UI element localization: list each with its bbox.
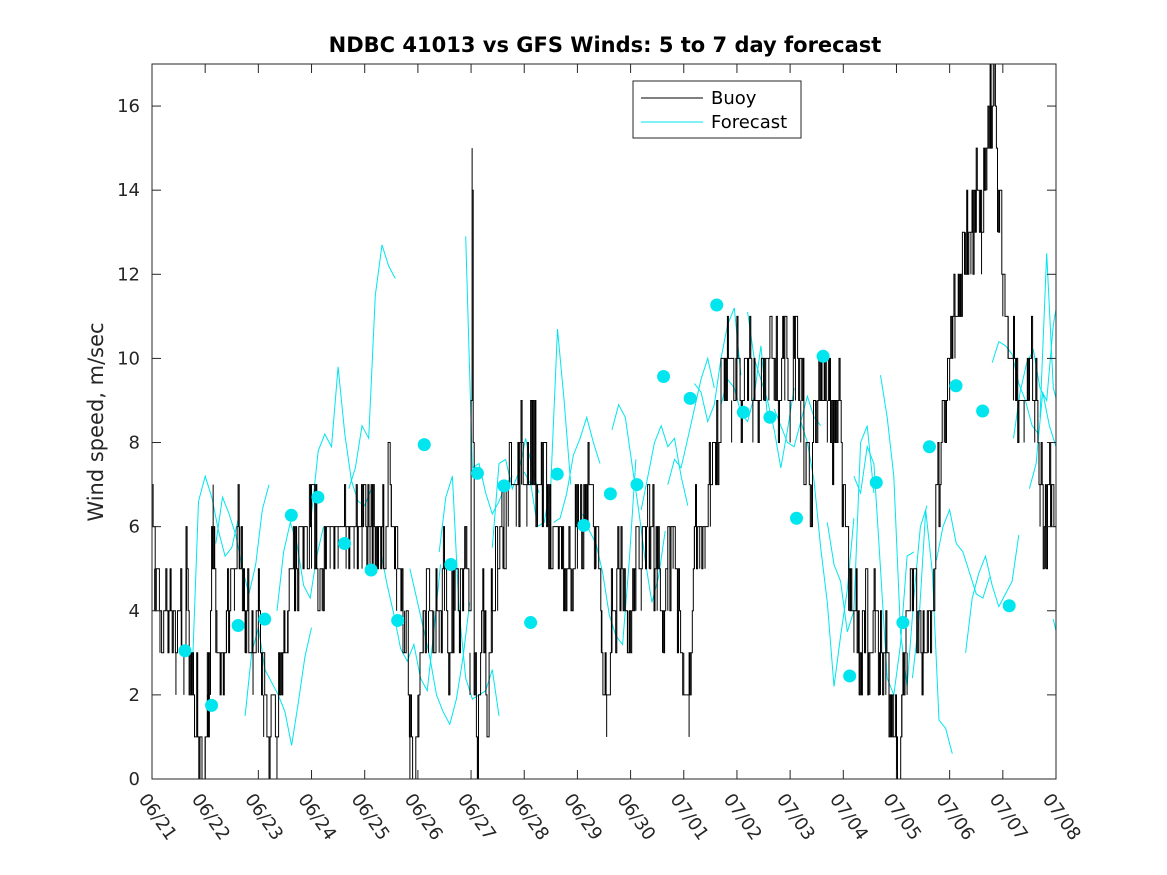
forecast-series-line — [611, 403, 666, 603]
y-tick-label: 2 — [129, 685, 140, 706]
forecast-marker — [311, 490, 325, 504]
forecast-marker — [178, 644, 192, 658]
forecast-marker — [364, 563, 378, 577]
forecast-marker — [843, 669, 857, 683]
y-axis-title: Wind speed, m/sec — [84, 322, 108, 521]
forecast-marker — [763, 410, 777, 424]
forecast-series-line — [553, 415, 601, 523]
forecast-series-line — [1013, 306, 1056, 439]
forecast-series-line — [1028, 392, 1056, 489]
forecast-marker — [736, 405, 750, 419]
forecast-series-line — [582, 459, 637, 646]
forecast-series-line — [191, 474, 239, 683]
forecast-marker — [391, 613, 405, 627]
forecast-marker — [524, 616, 538, 630]
forecast-marker — [896, 616, 910, 630]
legend-box — [632, 80, 802, 139]
forecast-marker — [657, 369, 671, 383]
forecast-series-line — [694, 307, 742, 424]
forecast-marker — [417, 438, 431, 452]
forecast-series-line — [667, 356, 715, 485]
forecast-marker — [258, 612, 272, 626]
buoy-series-line — [152, 64, 1056, 779]
forecast-marker — [577, 518, 591, 532]
plot-area — [152, 64, 1056, 779]
forecast-marker — [789, 511, 803, 525]
y-tick-label: 6 — [129, 517, 140, 538]
y-tick-label: 16 — [117, 96, 140, 117]
forecast-marker — [710, 298, 724, 312]
forecast-series-line — [640, 424, 689, 510]
forecast-marker — [205, 698, 219, 712]
forecast-series-line — [348, 244, 396, 489]
forecast-marker — [816, 349, 830, 363]
forecast-marker — [497, 479, 511, 493]
y-tick-label: 14 — [117, 180, 140, 201]
y-tick-label: 8 — [129, 433, 140, 454]
forecast-marker — [949, 379, 963, 393]
y-tick-label: 12 — [117, 264, 140, 285]
legend-label-buoy: Buoy — [711, 88, 757, 109]
legend: Buoy Forecast — [632, 80, 802, 139]
axes-box — [151, 63, 1057, 780]
forecast-marker — [284, 508, 298, 522]
forecast-marker — [231, 618, 245, 632]
forecast-series-line — [935, 508, 990, 599]
forecast-marker — [869, 475, 883, 489]
y-tick-label: 10 — [117, 348, 140, 369]
forecast-marker — [976, 404, 990, 418]
plot-clip-group — [152, 64, 1056, 779]
forecast-series-line — [965, 535, 1020, 653]
forecast-series-line — [853, 444, 915, 697]
chart-title: NDBC 41013 vs GFS Winds: 5 to 7 day fore… — [329, 33, 882, 57]
forecast-series-line — [1039, 253, 1056, 418]
forecast-marker — [603, 487, 617, 501]
forecast-marker — [683, 391, 697, 405]
legend-label-forecast: Forecast — [711, 112, 787, 133]
forecast-marker — [1002, 599, 1016, 613]
forecast-marker — [630, 478, 644, 492]
y-tick-label: 4 — [129, 601, 140, 622]
forecast-series-line — [409, 568, 471, 726]
forecast-marker — [922, 440, 936, 454]
forecast-marker — [550, 467, 564, 481]
forecast-marker — [337, 536, 351, 550]
forecast-marker — [470, 466, 484, 480]
forecast-marker — [444, 558, 458, 571]
forecast-series-line — [773, 394, 822, 448]
forecast-series-line — [826, 425, 875, 632]
y-tick-label: 0 — [129, 769, 140, 790]
